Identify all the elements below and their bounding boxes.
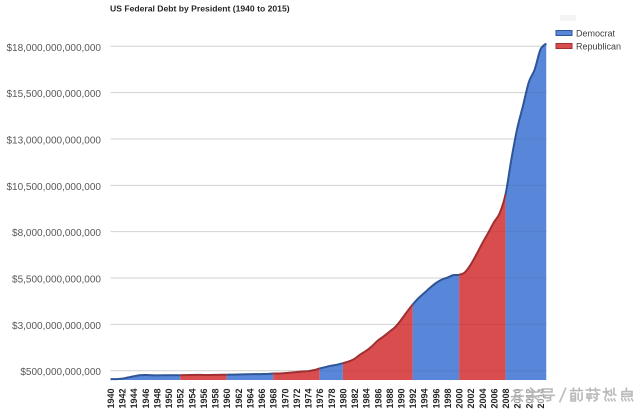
svg-text:Democrat: Democrat: [576, 29, 616, 39]
svg-text:1982: 1982: [350, 388, 360, 408]
svg-text:1950: 1950: [164, 388, 174, 408]
svg-text:1978: 1978: [327, 388, 337, 408]
svg-text:1966: 1966: [257, 388, 267, 408]
svg-text:1942: 1942: [118, 388, 128, 408]
svg-text:$3,000,000,000,000: $3,000,000,000,000: [12, 321, 101, 332]
svg-text:$18,000,000,000,000: $18,000,000,000,000: [6, 43, 101, 54]
svg-text:1954: 1954: [187, 388, 197, 408]
svg-text:1940: 1940: [106, 388, 116, 408]
svg-text:1980: 1980: [338, 388, 348, 408]
svg-text:$10,500,000,000,000: $10,500,000,000,000: [6, 182, 101, 193]
svg-text:1948: 1948: [152, 388, 162, 408]
svg-text:1946: 1946: [141, 388, 151, 408]
svg-text:1958: 1958: [211, 388, 221, 408]
svg-text:$8,000,000,000,000: $8,000,000,000,000: [12, 228, 101, 239]
svg-text:1976: 1976: [315, 388, 325, 408]
svg-text:2008: 2008: [501, 388, 511, 408]
svg-text:2004: 2004: [478, 388, 488, 408]
svg-text:$500,000,000,000: $500,000,000,000: [20, 367, 101, 378]
svg-text:1986: 1986: [373, 388, 383, 408]
svg-text:1992: 1992: [408, 388, 418, 408]
svg-text:1998: 1998: [443, 388, 453, 408]
svg-text:1944: 1944: [129, 388, 139, 408]
svg-text:1994: 1994: [420, 388, 430, 408]
svg-text:1960: 1960: [222, 388, 232, 408]
svg-text:$15,500,000,000,000: $15,500,000,000,000: [6, 89, 101, 100]
svg-text:1952: 1952: [176, 388, 186, 408]
svg-text:Republican: Republican: [576, 42, 621, 52]
svg-text:1972: 1972: [292, 388, 302, 408]
svg-text:1996: 1996: [431, 388, 441, 408]
svg-text:1964: 1964: [245, 388, 255, 408]
svg-text:1970: 1970: [280, 388, 290, 408]
svg-text:1974: 1974: [304, 388, 314, 408]
svg-text:1962: 1962: [234, 388, 244, 408]
svg-text:2006: 2006: [489, 388, 499, 408]
svg-text:1956: 1956: [199, 388, 209, 408]
svg-text:2002: 2002: [466, 388, 476, 408]
svg-text:$13,000,000,000,000: $13,000,000,000,000: [6, 135, 101, 146]
svg-text:1968: 1968: [269, 388, 279, 408]
svg-text:2000: 2000: [455, 388, 465, 408]
svg-text:1988: 1988: [385, 388, 395, 408]
svg-text:$5,500,000,000,000: $5,500,000,000,000: [12, 275, 101, 286]
svg-text:US Federal Debt by President (: US Federal Debt by President (1940 to 20…: [110, 4, 290, 14]
svg-text:1990: 1990: [397, 388, 407, 408]
svg-text:1984: 1984: [362, 388, 372, 408]
